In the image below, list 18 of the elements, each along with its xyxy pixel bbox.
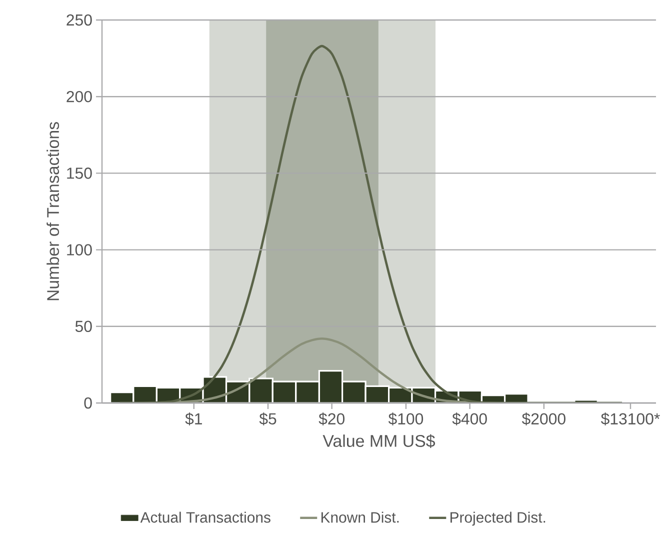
x-tick-label: $1 [185,412,202,426]
x-axis-title: Value MM US$ [322,434,436,448]
x-tick-label: $5 [259,412,276,426]
x-tick-label: $100 [388,412,424,426]
legend-label: Actual Transactions [140,512,270,523]
y-tick-label: 0 [84,397,92,409]
x-tick-label: $400 [452,412,487,426]
y-axis-title: Number of Transactions [46,122,60,300]
legend-label: Known Dist. [321,512,399,523]
legend-label: Projected Dist. [450,512,546,526]
y-tick-label: 50 [75,320,92,332]
y-tick-label: 150 [67,168,92,179]
y-tick-label: 100 [67,244,92,256]
x-tick-label: $2000 [522,412,566,426]
y-tick-label: 200 [66,90,92,102]
x-tick-label: $13100* [600,412,660,426]
y-tick-label: 250 [66,14,92,26]
x-tick-label: $20 [318,412,345,426]
